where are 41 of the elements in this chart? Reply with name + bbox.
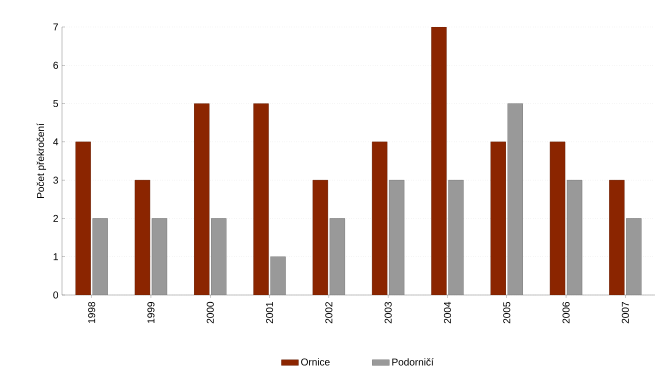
bar xyxy=(211,218,226,295)
bar xyxy=(194,103,210,295)
x-tick-label: 2003 xyxy=(384,302,392,324)
y-tick-label: 4 xyxy=(53,138,58,146)
bar xyxy=(92,218,108,295)
y-tick-label: 0 xyxy=(53,291,58,299)
legend-label: Podorničí xyxy=(392,358,434,366)
bar xyxy=(330,218,346,295)
y-tick-label: 3 xyxy=(53,176,58,184)
bar xyxy=(312,180,328,295)
bar xyxy=(152,218,168,295)
y-tick-label: 6 xyxy=(53,62,58,69)
y-tick-label: 2 xyxy=(53,214,58,222)
bar xyxy=(431,26,447,295)
y-tick-label: 5 xyxy=(53,100,58,108)
bar xyxy=(448,180,464,295)
bar xyxy=(566,180,582,295)
bar xyxy=(490,142,506,295)
x-tick-label: 2006 xyxy=(562,302,570,324)
x-tick-label: 2005 xyxy=(503,302,510,324)
y-tick-label: 1 xyxy=(54,253,58,260)
x-tick-label: 2000 xyxy=(206,302,214,324)
bar xyxy=(134,180,150,295)
x-tick-label: 2007 xyxy=(622,302,629,324)
bar xyxy=(253,103,269,295)
x-tick-label: 1999 xyxy=(147,302,154,324)
y-tick-label: 7 xyxy=(53,24,58,30)
x-tick-label: 1998 xyxy=(88,302,96,324)
legend-label: Ornice xyxy=(301,358,330,366)
bar xyxy=(626,218,642,295)
bar xyxy=(609,180,625,295)
bar xyxy=(372,142,388,295)
bar xyxy=(550,142,566,295)
bar xyxy=(508,103,523,295)
y-axis-title: Počet překročení xyxy=(36,123,46,198)
x-tick-label: 2004 xyxy=(444,302,451,324)
x-tick-label: 2002 xyxy=(325,302,332,324)
bar xyxy=(388,180,404,295)
x-tick-label: 2001 xyxy=(266,302,274,324)
bar xyxy=(75,142,91,295)
bar xyxy=(270,256,286,295)
